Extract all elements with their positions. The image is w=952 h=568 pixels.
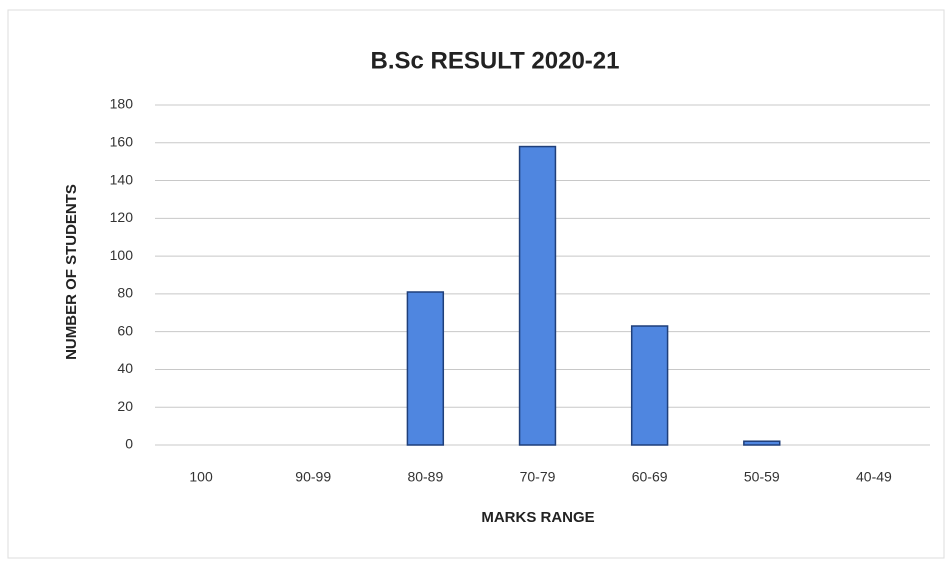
bar xyxy=(743,440,781,446)
bar xyxy=(518,145,557,446)
x-tick-label: 80-89 xyxy=(407,469,443,485)
y-tick-label: 100 xyxy=(110,247,134,263)
y-tick-label: 160 xyxy=(110,133,134,149)
x-tick-label: 50-59 xyxy=(744,469,780,485)
y-tick-label: 60 xyxy=(117,322,133,338)
x-axis-title: MARKS RANGE xyxy=(481,509,594,526)
x-tick-label: 40-49 xyxy=(856,469,892,485)
x-tick-label: 60-69 xyxy=(632,469,668,485)
bar xyxy=(406,291,445,446)
y-axis-title: NUMBER OF STUDENTS xyxy=(63,184,80,360)
y-tick-label: 0 xyxy=(125,436,133,452)
y-tick-label: 40 xyxy=(117,360,133,376)
bar xyxy=(630,325,669,446)
x-tick-label: 100 xyxy=(189,469,213,485)
chart-title: B.Sc RESULT 2020-21 xyxy=(371,47,620,74)
chart-frame xyxy=(7,9,945,559)
y-tick-label: 180 xyxy=(110,96,134,112)
y-tick-label: 140 xyxy=(110,171,134,187)
y-tick-label: 20 xyxy=(117,398,133,414)
y-tick-label: 120 xyxy=(110,209,134,225)
x-tick-label: 70-79 xyxy=(520,469,556,485)
y-tick-label: 80 xyxy=(117,285,133,301)
x-tick-label: 90-99 xyxy=(295,469,331,485)
